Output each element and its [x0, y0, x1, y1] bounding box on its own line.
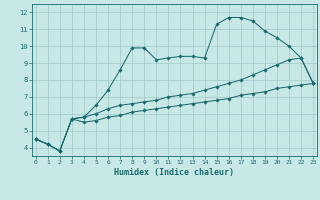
X-axis label: Humidex (Indice chaleur): Humidex (Indice chaleur): [115, 168, 234, 177]
